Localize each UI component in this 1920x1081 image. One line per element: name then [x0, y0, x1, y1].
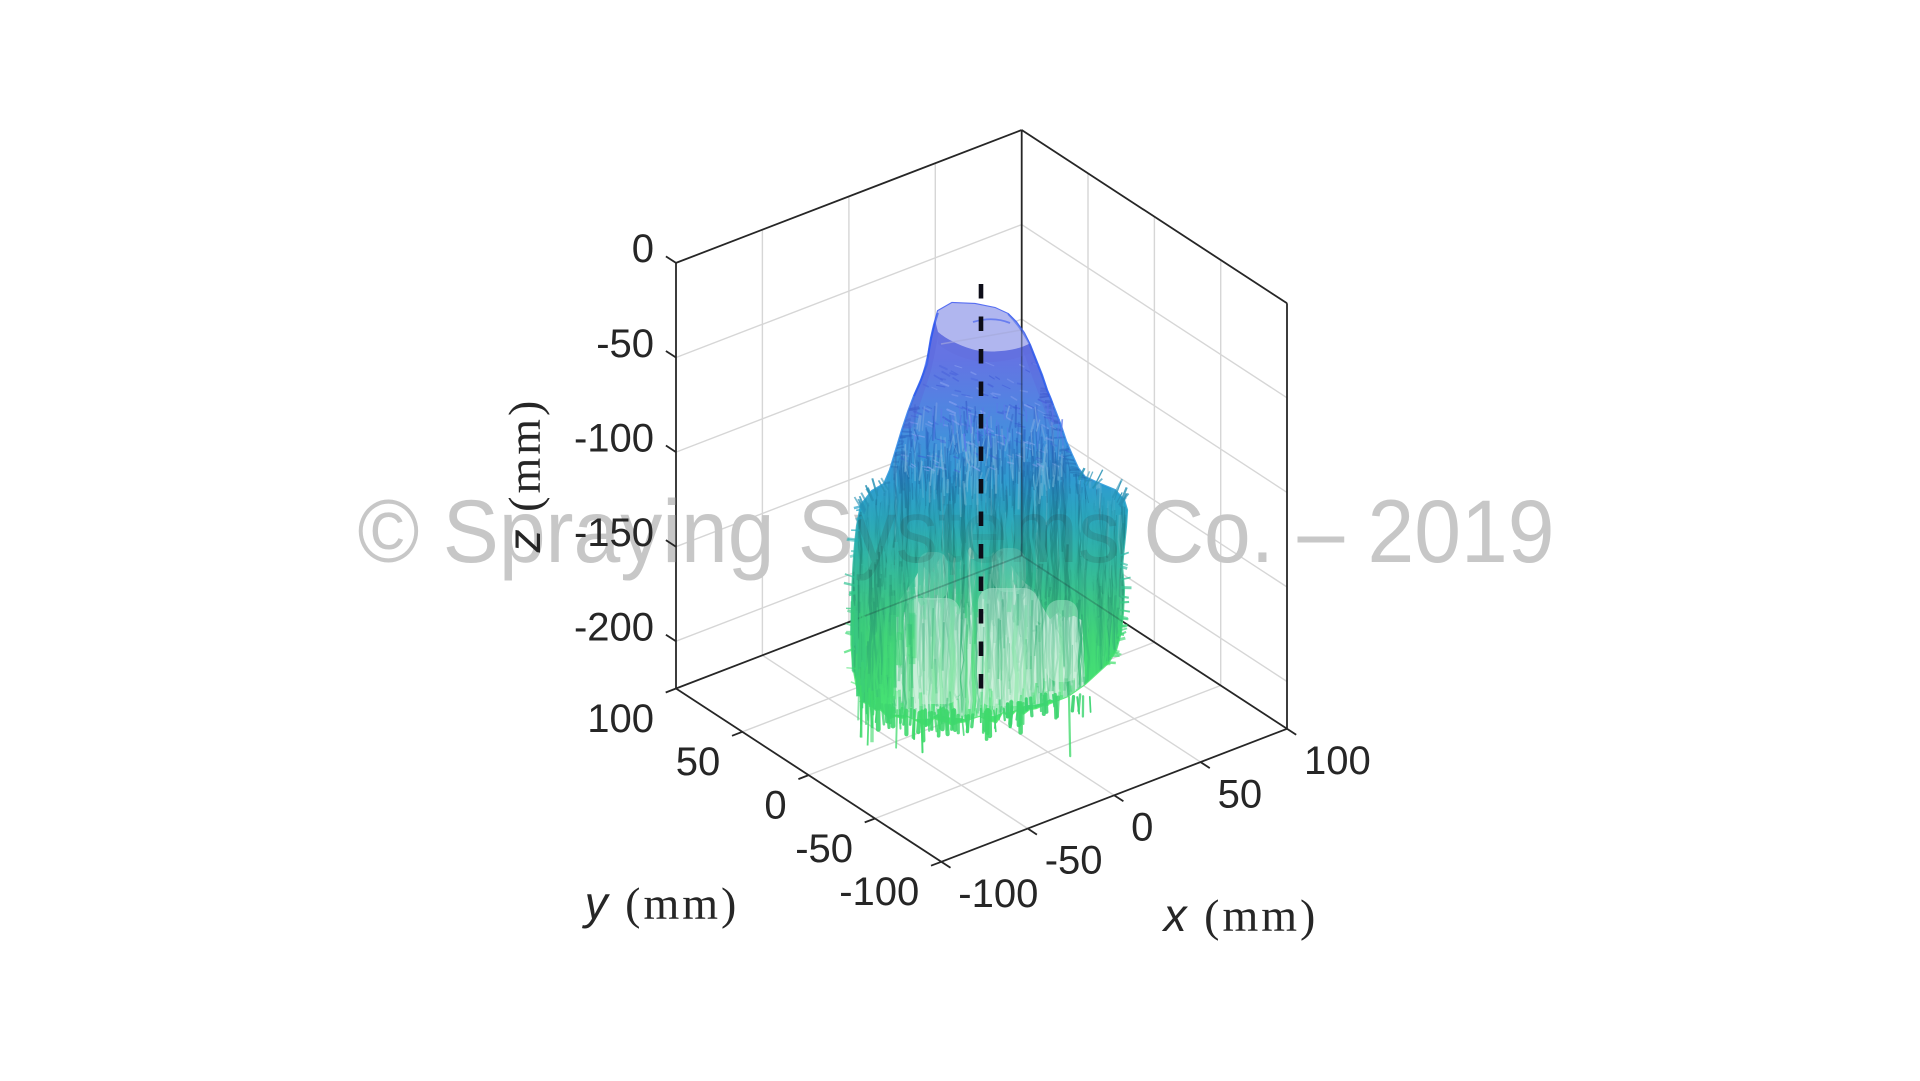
svg-text:-200: -200 [574, 606, 654, 650]
svg-text:50: 50 [1218, 772, 1263, 816]
svg-text:0: 0 [764, 783, 786, 827]
svg-text:0: 0 [1131, 806, 1153, 850]
svg-text:-150: -150 [574, 511, 654, 555]
svg-text:100: 100 [1304, 739, 1371, 783]
svg-text:-100: -100 [574, 416, 654, 460]
svg-text:-100: -100 [839, 870, 919, 914]
svg-text:-50: -50 [596, 322, 654, 366]
svg-text:z (mm): z (mm) [498, 398, 550, 554]
svg-text:0: 0 [632, 227, 654, 271]
svg-text:x (mm): x (mm) [1162, 889, 1319, 941]
svg-text:-50: -50 [1045, 839, 1103, 883]
svg-text:100: 100 [587, 697, 654, 741]
svg-text:50: 50 [676, 740, 721, 784]
svg-text:-100: -100 [958, 872, 1038, 916]
svg-text:y (mm): y (mm) [582, 877, 740, 929]
svg-text:-50: -50 [795, 827, 853, 871]
